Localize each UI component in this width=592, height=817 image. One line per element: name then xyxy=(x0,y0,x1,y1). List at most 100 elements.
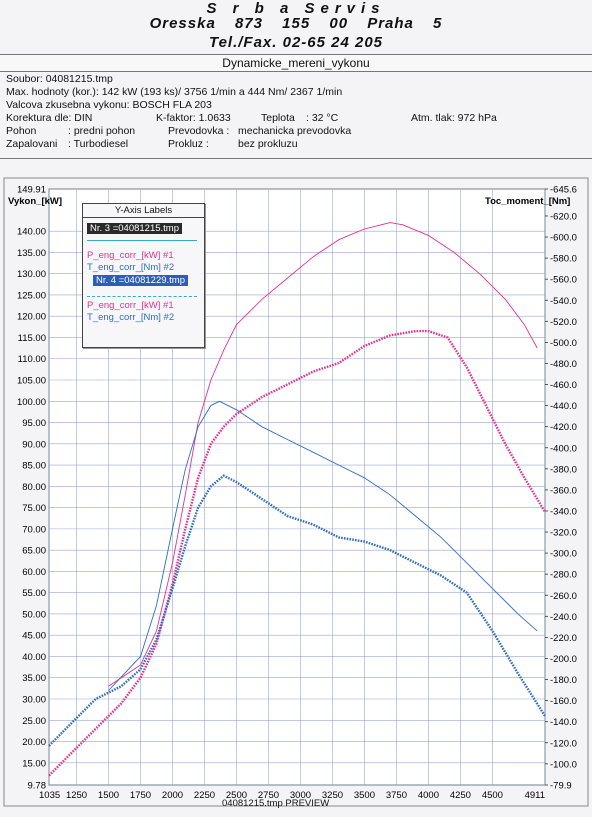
legend-file-1-label: Nr. 3 =04081215.tmp xyxy=(87,223,182,234)
gearbox-value: mechanicka prevodovka xyxy=(238,125,352,137)
x-tick-label: 3750 xyxy=(386,790,407,801)
legend-file-2-label: Nr. 4 =04081229.tmp xyxy=(93,275,188,286)
left-tick-label: 35.00 xyxy=(22,673,46,684)
company-name: S r b a Servis xyxy=(206,0,386,17)
y-axis-labels-panel[interactable]: Y-Axis Labels Nr. 3 =04081215.tmp P_eng_… xyxy=(82,203,205,348)
right-tick-label: -280.0 xyxy=(550,570,577,581)
right-tick-label: -420.0 xyxy=(550,422,577,433)
left-tick-label: 60.00 xyxy=(22,567,46,578)
right-tick-label: -600.0 xyxy=(550,233,577,244)
legend-file-2[interactable]: Nr. 4 =04081229.tmp xyxy=(93,275,188,286)
left-tick-label: 15.00 xyxy=(22,758,46,769)
plot-area[interactable]: 149.91 140.00 135.00 130.00 125.00 120.00 115.… xyxy=(0,164,592,812)
drive-label: Pohon xyxy=(6,125,37,137)
series-line-3 xyxy=(48,329,547,777)
right-axis-ticks: -645.6 -620.0 -600.0 -580.0 -560.0 -540.0 -520… xyxy=(545,185,577,792)
preview-label: 04081215.tmp PREVIEW xyxy=(222,798,330,809)
legend-power-2[interactable]: P_eng_corr_[kW] #1 xyxy=(87,300,174,311)
left-tick-label: 40.00 xyxy=(22,652,46,663)
dyno-type: Valcova zkusebna vykonu: BOSCH FLA 203 xyxy=(6,99,212,111)
right-tick-label: -79.9 xyxy=(550,781,572,792)
x-tick-label: 3000 xyxy=(290,790,311,801)
legend-torque-2[interactable]: T_eng_corr_[Nm] #2 xyxy=(87,312,175,323)
left-tick-label: 55.00 xyxy=(22,588,46,599)
x-tick-label: 4911 xyxy=(525,790,545,801)
ignition-label: Zapalovani xyxy=(6,138,58,150)
right-tick-label: -240.0 xyxy=(550,612,577,623)
grid xyxy=(48,188,546,786)
x-tick-label: 4000 xyxy=(418,790,439,801)
right-tick-label: -645.6 xyxy=(550,185,577,196)
x-tick-label: 4500 xyxy=(482,790,503,801)
left-tick-label: 70.00 xyxy=(22,524,46,535)
right-tick-label: -460.0 xyxy=(550,380,577,391)
legend-file-1[interactable]: Nr. 3 =04081215.tmp xyxy=(87,223,182,234)
k-factor: K-faktor: 1.0633 xyxy=(156,112,231,124)
x-axis-ticks: 1035 1250 1500 1750 2000 2250 2500 2750 3000 3250… xyxy=(39,790,545,801)
right-tick-label: -340.0 xyxy=(550,506,577,517)
right-tick-label: -520.0 xyxy=(550,317,577,328)
company-header: S r b a Servis Oresska 873 155 00 Praha … xyxy=(0,0,592,54)
series-line-1 xyxy=(108,222,538,687)
plot-frame-border xyxy=(3,177,589,807)
left-tick-label: 95.00 xyxy=(22,418,46,429)
power-torque-chart[interactable]: 149.91 140.00 135.00 130.00 125.00 120.00 115.… xyxy=(0,164,592,812)
x-tick-label: 1500 xyxy=(98,790,119,801)
ignition-value: : Turbodiesel xyxy=(68,138,129,150)
x-tick-label: 2000 xyxy=(162,790,183,801)
slip-value: bez prokluzu xyxy=(238,138,298,150)
left-tick-label: 65.00 xyxy=(22,546,46,557)
left-tick-label: 30.00 xyxy=(22,695,46,706)
x-tick-label: 2500 xyxy=(226,790,247,801)
series-group xyxy=(48,222,547,777)
right-tick-label: -200.0 xyxy=(550,654,577,665)
correction-standard: Korektura dle: DIN xyxy=(6,112,93,124)
left-axis-label: Vykon_[kW] xyxy=(8,196,62,207)
left-tick-label: 100.00 xyxy=(17,397,46,408)
legend-divider-1 xyxy=(87,240,197,241)
legend-torque-1[interactable]: T_eng_corr_[Nm] #2 xyxy=(87,262,175,273)
right-tick-label: -560.0 xyxy=(550,275,577,286)
left-tick-label: 125.00 xyxy=(17,290,46,301)
right-tick-label: -100.0 xyxy=(550,759,577,770)
left-tick-label: 50.00 xyxy=(22,609,46,620)
left-tick-label: 105.00 xyxy=(17,376,46,387)
right-tick-label: -500.0 xyxy=(550,338,577,349)
left-tick-label: 135.00 xyxy=(17,248,46,259)
gearbox-label: Prevodovka : xyxy=(168,125,230,137)
x-tick-label: 4250 xyxy=(450,790,471,801)
left-tick-label: 115.00 xyxy=(18,333,46,344)
max-values: Max. hodnoty (kor.): 142 kW (193 ks)/ 37… xyxy=(6,86,343,98)
left-tick-label: 120.00 xyxy=(17,312,46,323)
left-tick-label: 110.00 xyxy=(18,354,46,365)
left-tick-label: 9.78 xyxy=(28,781,47,792)
company-address: Oresska 873 155 00 Praha 5 xyxy=(149,15,443,32)
window-title: Dynamicke_mereni_vykonu xyxy=(0,54,592,72)
x-tick-label: 1035 xyxy=(39,790,60,801)
left-tick-label: 149.91 xyxy=(17,185,46,196)
right-tick-label: -620.0 xyxy=(550,211,577,222)
legend-power-1[interactable]: P_eng_corr_[kW] #1 xyxy=(87,250,174,261)
x-tick-label: 1250 xyxy=(66,790,87,801)
atm-pressure: Atm. tlak: 972 hPa xyxy=(411,112,497,124)
right-tick-label: -400.0 xyxy=(550,443,577,454)
right-tick-label: -300.0 xyxy=(550,549,577,560)
left-tick-label: 80.00 xyxy=(22,482,46,493)
right-tick-label: -380.0 xyxy=(550,464,577,475)
right-tick-label: -540.0 xyxy=(550,296,577,307)
legend-title: Y-Axis Labels xyxy=(83,204,204,218)
temperature-label: Teplota xyxy=(261,112,295,124)
right-tick-label: -580.0 xyxy=(550,254,577,265)
legend-divider-2 xyxy=(87,296,197,297)
left-tick-label: 25.00 xyxy=(22,716,46,727)
right-tick-label: -260.0 xyxy=(550,591,577,602)
left-tick-label: 90.00 xyxy=(22,439,46,450)
x-tick-label: 1750 xyxy=(130,790,151,801)
drive-value: : predni pohon xyxy=(68,125,136,137)
company-phone: Tel./Fax. 02-65 24 205 xyxy=(208,34,384,51)
left-tick-label: 130.00 xyxy=(17,269,46,280)
right-tick-label: -120.0 xyxy=(550,738,577,749)
x-tick-label: 2750 xyxy=(258,790,279,801)
info-divider xyxy=(0,158,592,159)
right-tick-label: -140.0 xyxy=(550,717,577,728)
